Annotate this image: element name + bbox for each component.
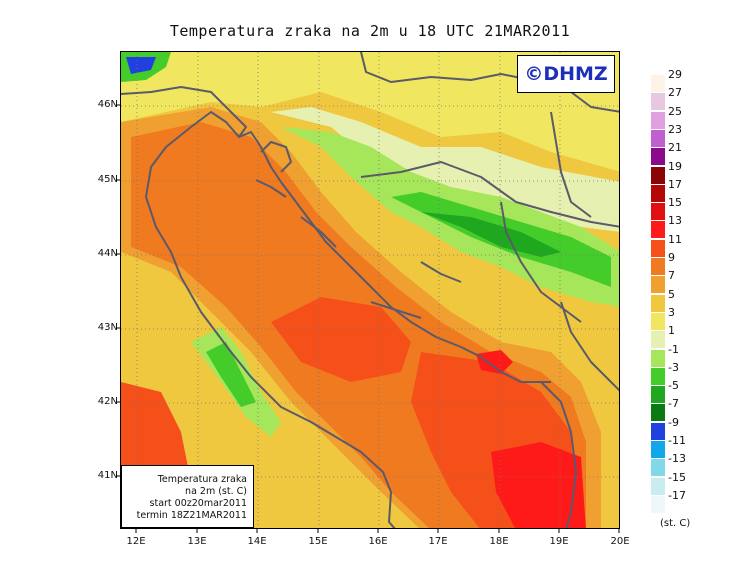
legend-swatch <box>651 166 665 184</box>
legend-label: 17 <box>668 177 682 191</box>
legend-swatch <box>651 441 665 458</box>
cool-band-region <box>271 107 619 232</box>
apennine-peak-region <box>206 342 256 407</box>
legend-label: 7 <box>668 269 675 283</box>
y-axis-label: 45N <box>97 174 118 185</box>
legend-label: 15 <box>668 196 682 210</box>
legend-label: -17 <box>668 488 686 502</box>
legend-swatch <box>651 294 665 312</box>
legend-swatch <box>651 331 665 349</box>
legend-label: 5 <box>668 287 675 301</box>
legend-swatch <box>651 477 665 495</box>
x-axis-label: 16E <box>368 536 388 547</box>
info-line-start: start 00z20mar2011 <box>149 498 247 509</box>
legend-unit: (st. C) <box>660 518 691 529</box>
legend-swatch <box>651 404 665 422</box>
legend-label: -15 <box>668 470 686 484</box>
legend-swatch <box>651 239 665 257</box>
x-axis-label: 14E <box>247 536 267 547</box>
legend-swatch <box>651 367 665 385</box>
legend-label: 21 <box>668 141 682 155</box>
y-axis-label: 43N <box>97 322 118 333</box>
legend-label: 13 <box>668 214 682 228</box>
temperature-map <box>120 51 620 529</box>
legend-swatch <box>651 495 665 513</box>
temperature-field <box>121 52 619 528</box>
legend-swatch <box>651 258 665 275</box>
map-title: Temperatura zraka na 2m u 18 UTC 21MAR20… <box>169 22 571 40</box>
x-axis-label: 12E <box>126 536 146 547</box>
map-info-box: Temperatura zraka na 2m (st. C) start 00… <box>121 465 254 528</box>
legend-swatch <box>651 312 665 330</box>
legend-swatch <box>651 184 665 202</box>
legend-label: 25 <box>668 104 682 118</box>
legend-label: -9 <box>668 415 679 429</box>
x-axis-label: 17E <box>428 536 448 547</box>
info-line-title: Temperatura zraka <box>157 474 247 485</box>
northern-land-region <box>121 52 619 172</box>
legend-label: -1 <box>668 342 679 356</box>
legend-swatch <box>651 93 665 111</box>
x-axis-label: 15E <box>308 536 328 547</box>
coastlines <box>121 52 619 528</box>
legend-swatch <box>651 386 665 404</box>
legend-label: 27 <box>668 86 682 100</box>
legend-swatch <box>651 203 665 221</box>
legend-label: 1 <box>668 324 675 338</box>
legend-label: 29 <box>668 68 682 81</box>
y-axis-label: 44N <box>97 248 118 259</box>
legend-swatch <box>651 148 665 166</box>
info-line-termin: termin 18Z21MAR2011 <box>136 510 247 521</box>
dhmz-logo: ©DHMZ <box>517 55 615 93</box>
legend-label: 11 <box>668 232 682 246</box>
legend-label: 23 <box>668 122 682 136</box>
legend-label: 9 <box>668 251 675 264</box>
legend-label: 3 <box>668 305 675 319</box>
y-axis-label: 42N <box>97 396 118 407</box>
legend-label: -5 <box>668 379 679 393</box>
legend-label: -11 <box>668 434 686 447</box>
legend-swatch <box>651 276 665 294</box>
legend-swatch <box>651 349 665 367</box>
x-axis-label: 19E <box>549 536 569 547</box>
legend-label: -7 <box>668 397 679 411</box>
hot-spot-montenegro <box>476 350 513 374</box>
legend-swatch <box>651 75 665 92</box>
alpine-cold-spot <box>126 57 156 74</box>
graticule <box>121 52 619 528</box>
legend-swatch <box>651 111 665 129</box>
sea-warm-core <box>271 297 411 382</box>
info-line-units: na 2m (st. C) <box>185 486 247 497</box>
legend-swatch <box>651 422 665 440</box>
x-axis-label: 13E <box>187 536 207 547</box>
y-axis-label: 41N <box>97 470 118 481</box>
legend-swatch <box>651 459 665 477</box>
hot-spot-south <box>491 442 586 528</box>
legend-swatch <box>651 221 665 239</box>
x-axis-label: 18E <box>489 536 509 547</box>
x-axis-label: 20E <box>610 536 630 547</box>
legend-label: -3 <box>668 360 679 374</box>
legend-swatch <box>651 129 665 147</box>
mountain-peak-region <box>421 212 561 257</box>
y-axis-label: 46N <box>97 99 118 110</box>
legend-label: -13 <box>668 452 686 466</box>
legend-label: 19 <box>668 159 682 173</box>
